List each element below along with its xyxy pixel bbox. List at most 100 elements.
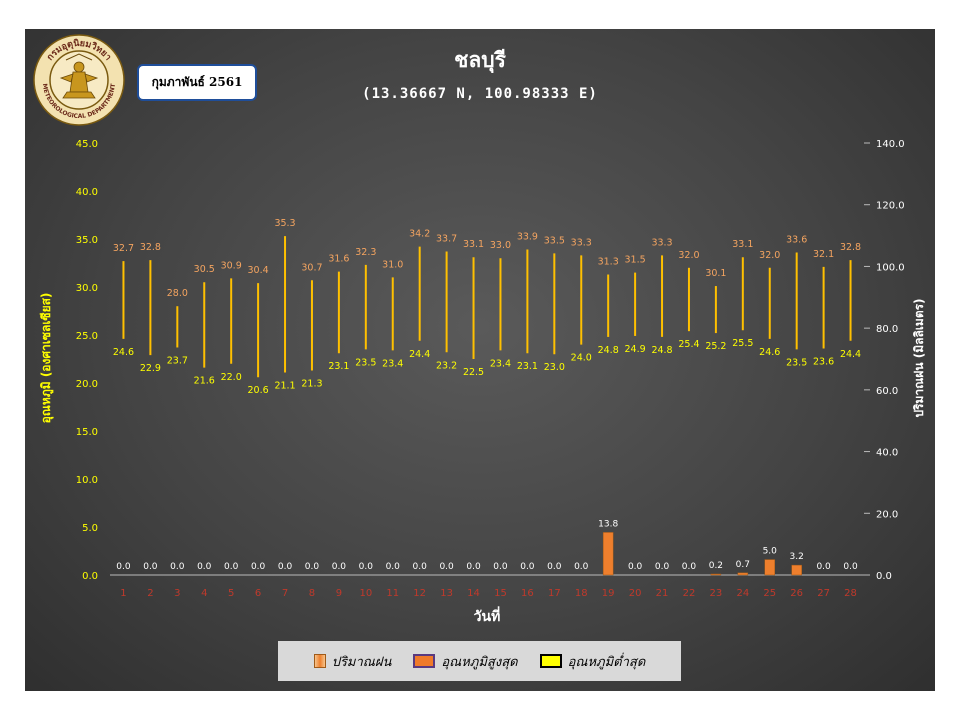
min-temp-label: 25.5 xyxy=(732,338,753,349)
rain-bar xyxy=(710,573,722,576)
rain-label: 0.0 xyxy=(170,562,185,572)
rain-label: 0.0 xyxy=(413,562,428,572)
x-tick: 21 xyxy=(656,588,669,599)
max-temp-label: 31.5 xyxy=(625,255,646,266)
y-tick-left: 20.0 xyxy=(76,379,98,390)
rain-label: 0.0 xyxy=(547,562,562,572)
min-temp-label: 23.4 xyxy=(382,358,403,369)
y-tick-right: 100.0 xyxy=(876,262,905,273)
x-tick: 19 xyxy=(602,588,615,599)
max-temp-label: 33.3 xyxy=(571,237,592,248)
x-tick: 9 xyxy=(336,588,342,599)
legend-item-rain: ปริมาณฝน xyxy=(313,651,391,672)
rain-label: 0.0 xyxy=(843,562,858,572)
x-tick: 16 xyxy=(521,588,534,599)
x-tick: 10 xyxy=(359,588,372,599)
max-temp-label: 35.3 xyxy=(274,218,295,229)
legend-swatch-max xyxy=(413,654,436,668)
min-temp-label: 25.2 xyxy=(705,341,726,352)
max-temp-label: 32.1 xyxy=(813,249,834,260)
legend-label-max: อุณหภูมิสูงสุด xyxy=(441,654,518,670)
max-temp-label: 33.6 xyxy=(786,234,807,245)
y-tick-left: 45.0 xyxy=(76,139,98,150)
month-label: กุมภาพันธ์ 2561 xyxy=(137,64,257,101)
x-tick: 26 xyxy=(790,588,803,599)
rain-label: 0.0 xyxy=(655,562,670,572)
legend-swatch-min xyxy=(539,654,562,668)
max-temp-label: 32.3 xyxy=(355,247,376,258)
max-temp-label: 33.9 xyxy=(517,232,538,243)
rain-label: 0.2 xyxy=(709,561,723,571)
max-temp-label: 33.1 xyxy=(463,239,484,250)
max-temp-label: 30.9 xyxy=(221,260,242,271)
max-temp-label: 32.8 xyxy=(140,242,161,253)
x-tick: 7 xyxy=(282,588,288,599)
y-tick-left: 35.0 xyxy=(76,235,98,246)
x-tick: 28 xyxy=(844,588,857,599)
rain-label: 0.0 xyxy=(816,562,831,572)
rain-bar xyxy=(602,532,614,576)
x-tick: 18 xyxy=(575,588,588,599)
x-axis-label: วันที่ xyxy=(474,606,501,625)
x-tick: 20 xyxy=(629,588,642,599)
y-tick-right: 60.0 xyxy=(876,386,898,397)
rain-label: 0.0 xyxy=(197,562,212,572)
max-temp-label: 32.8 xyxy=(840,242,861,253)
x-tick: 8 xyxy=(309,588,315,599)
x-tick: 23 xyxy=(710,588,723,599)
max-temp-label: 32.0 xyxy=(678,250,699,261)
temperature-range-lines xyxy=(122,236,852,378)
min-temp-label: 24.6 xyxy=(113,347,134,358)
y-tick-right: 0.0 xyxy=(876,571,892,582)
rain-label: 0.0 xyxy=(682,562,697,572)
rain-label: 0.0 xyxy=(332,562,347,572)
min-temp-label: 21.3 xyxy=(301,379,322,390)
min-temp-label: 23.1 xyxy=(328,361,349,372)
rain-label: 0.0 xyxy=(574,562,589,572)
x-tick: 14 xyxy=(467,588,480,599)
y-tick-right: 20.0 xyxy=(876,509,898,520)
x-tick: 25 xyxy=(763,588,776,599)
max-temp-label: 33.0 xyxy=(490,240,511,251)
rain-label: 0.0 xyxy=(466,562,481,572)
min-temp-label: 23.4 xyxy=(490,358,511,369)
rain-label: 5.0 xyxy=(763,547,778,557)
max-temp-label: 32.0 xyxy=(759,250,780,261)
y-tick-left: 25.0 xyxy=(76,331,98,342)
rain-label: 0.0 xyxy=(116,562,131,572)
rain-label: 0.0 xyxy=(224,562,239,572)
min-temp-label: 21.1 xyxy=(274,380,295,391)
y-tick-left: 0.0 xyxy=(82,571,98,582)
min-temp-label: 20.6 xyxy=(248,385,269,396)
max-temp-label: 33.7 xyxy=(436,233,457,244)
min-temp-label: 24.6 xyxy=(759,347,780,358)
max-temp-label: 34.2 xyxy=(409,229,430,240)
min-temp-label: 24.8 xyxy=(598,345,619,356)
y-tick-left: 10.0 xyxy=(76,475,98,486)
min-temp-label: 23.1 xyxy=(517,361,538,372)
y-tick-right: 40.0 xyxy=(876,448,898,459)
rain-label: 0.0 xyxy=(386,562,401,572)
max-temp-label: 32.7 xyxy=(113,243,134,254)
min-temp-label: 23.7 xyxy=(167,355,188,366)
x-tick: 24 xyxy=(736,588,749,599)
legend-item-max: อุณหภูมิสูงสุด xyxy=(413,651,518,672)
min-temp-label: 21.6 xyxy=(194,376,215,387)
x-tick: 3 xyxy=(174,588,180,599)
x-tick: 22 xyxy=(683,588,696,599)
y-tick-left: 30.0 xyxy=(76,283,98,294)
max-temp-label: 31.6 xyxy=(328,254,349,265)
y-tick-right: 140.0 xyxy=(876,139,905,150)
min-temp-label: 22.9 xyxy=(140,363,161,374)
rain-label: 0.7 xyxy=(736,560,750,570)
y-axis-label-left: อุณหภูมิ (องศาเซลเซียส) xyxy=(39,293,54,424)
rain-label: 0.0 xyxy=(305,562,320,572)
data-labels: 0.0 32.7 24.6 0.0 32.8 22.9 0.0 28.0 23.7 0.0 30.5… xyxy=(113,218,861,572)
x-tick: 4 xyxy=(201,588,207,599)
right-axis-ticks: 0.0 20.0 40.0 60.0 80.0 100.0 120.0 140.0 xyxy=(876,139,905,582)
chart-title: ชลบุรี xyxy=(454,47,506,72)
x-tick: 5 xyxy=(228,588,234,599)
legend: ปริมาณฝน อุณหภูมิสูงสุด อุณหภูมิต่ำสุด xyxy=(278,641,681,681)
x-tick: 15 xyxy=(494,588,507,599)
